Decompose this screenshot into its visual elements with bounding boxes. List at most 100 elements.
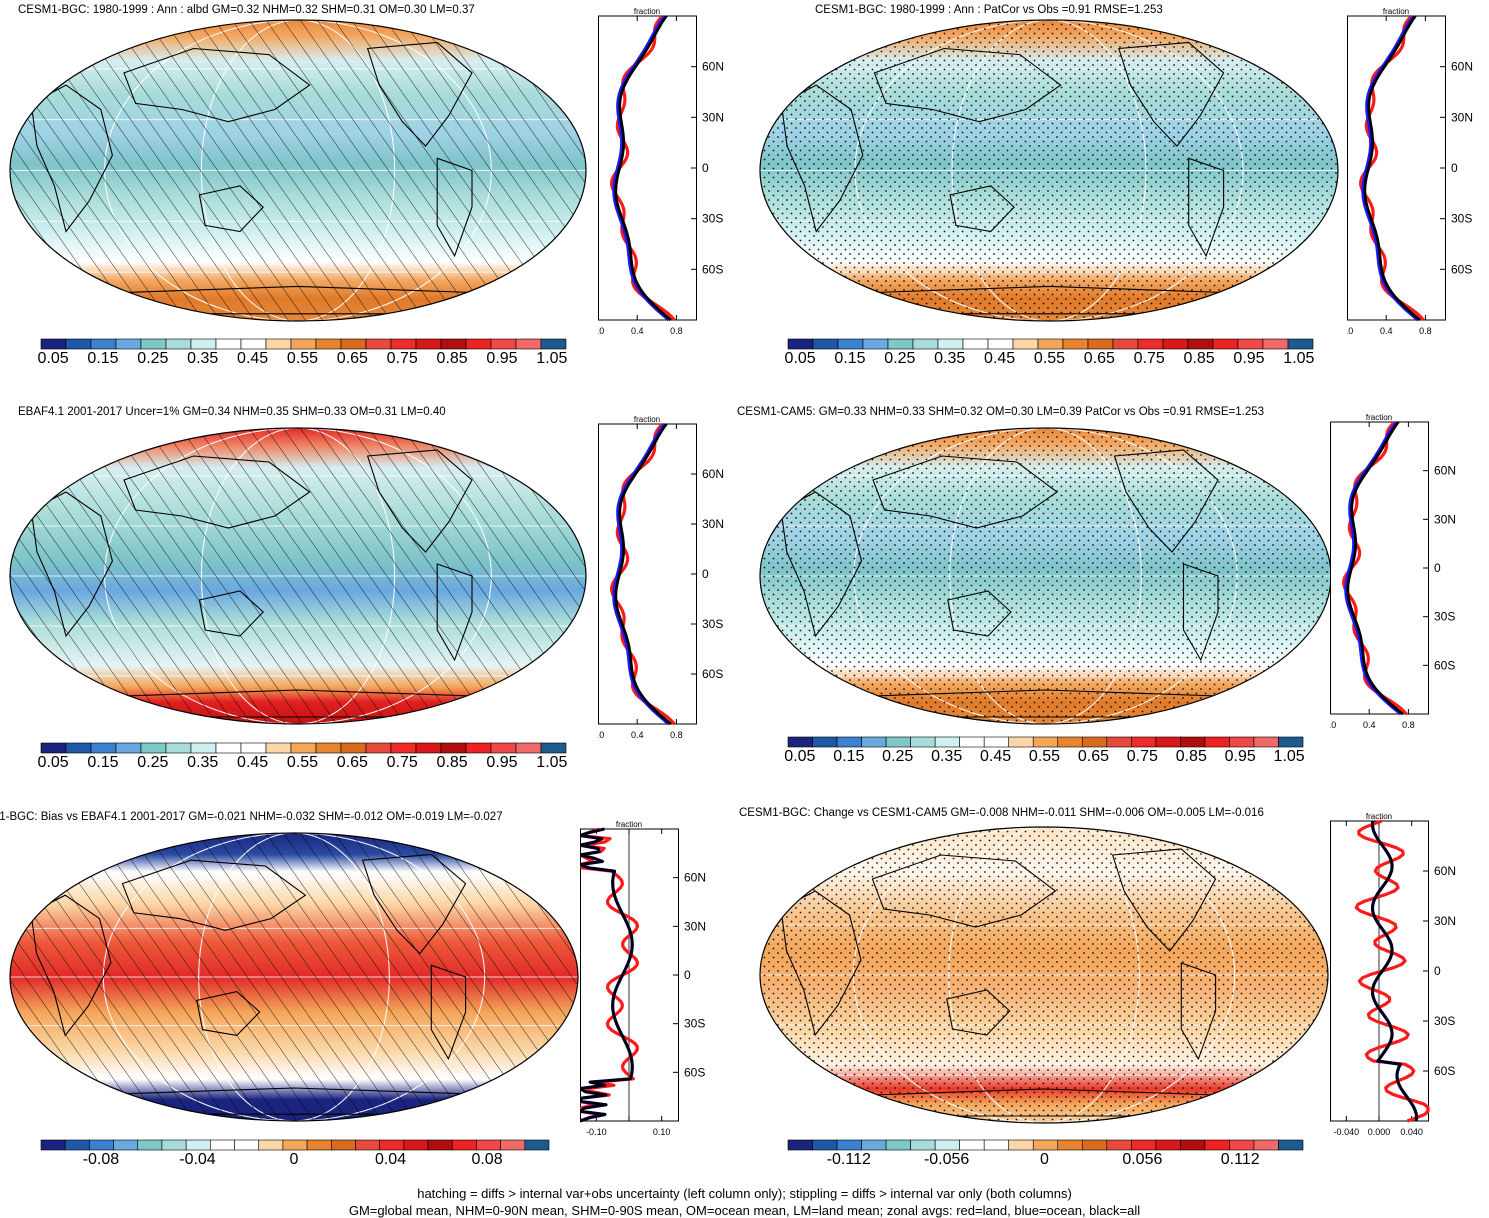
zonal-lat-label: 0 — [684, 968, 691, 982]
colorbar-label: 0.05 — [784, 350, 816, 367]
zonal-lat-label: 0 — [1434, 964, 1441, 978]
colorbar-swatch — [1155, 1139, 1181, 1151]
colorbar-label: 0.55 — [1028, 748, 1061, 765]
colorbar-swatch — [934, 736, 960, 748]
colorbar-swatch — [1057, 1139, 1083, 1151]
colorbar-swatch — [887, 338, 914, 350]
colorbar-swatch — [1162, 338, 1189, 350]
map-border — [9, 427, 587, 725]
zonal-lat-label: 60N — [702, 467, 724, 481]
colorbar-swatch — [861, 736, 887, 748]
colorbar-label: 0.85 — [436, 754, 468, 771]
colorbar-label: 0.65 — [336, 754, 368, 771]
colorbar-swatch — [1081, 1139, 1108, 1151]
zonal-lat-label: 60S — [702, 667, 723, 681]
colorbar-label: 0.05 — [37, 754, 69, 771]
colorbar-label: 0.75 — [386, 350, 418, 367]
colorbar-swatch — [210, 1139, 235, 1151]
zonal-lat-label: 30S — [1434, 1014, 1455, 1028]
colorbar-swatch — [1137, 338, 1164, 350]
colorbar-swatch — [306, 1139, 332, 1151]
colorbar-swatch — [1106, 736, 1132, 748]
colorbar-swatch — [427, 1139, 453, 1151]
zonal-lat-label: 60N — [684, 871, 706, 885]
zonal-x-label: 0.000 — [1368, 1127, 1391, 1137]
colorbar-swatch — [1155, 736, 1181, 748]
colorbar-swatch — [185, 1139, 211, 1151]
colorbar-swatch — [912, 338, 939, 350]
colorbar-swatch — [415, 338, 442, 350]
colorbar-swatch — [115, 338, 142, 350]
colorbar-swatch — [1180, 736, 1206, 748]
panel-change: CESM1-BGC: Change vs CESM1-CAM5 GM=-0.00… — [739, 805, 1489, 1185]
colorbar-swatch — [1112, 338, 1139, 350]
colorbar-swatch — [476, 1139, 501, 1151]
colorbar-label: 0.65 — [336, 350, 368, 367]
zonal-lat-label: 60N — [702, 60, 724, 74]
colorbar-label: 0.75 — [1133, 350, 1165, 367]
colorbar-swatch — [290, 742, 317, 754]
colorbar-swatch — [365, 338, 392, 350]
colorbar-swatch — [885, 1139, 911, 1151]
colorbar-label: 0.85 — [1175, 748, 1207, 765]
colorbar-swatch — [165, 742, 192, 754]
zonal-line-all — [614, 423, 672, 726]
colorbar-swatch — [1253, 1139, 1279, 1151]
zonal-x-label: 0.4 — [1363, 720, 1376, 730]
colorbar-swatch — [490, 742, 517, 754]
zonal-lat-label: 30N — [702, 517, 724, 531]
colorbar-swatch — [1204, 1139, 1230, 1151]
zonal-x-label: 0.8 — [670, 730, 683, 740]
colorbar-swatch — [265, 338, 292, 350]
colorbar-swatch — [836, 736, 862, 748]
colorbar-swatch — [983, 736, 1010, 748]
colorbar-label: 0.25 — [884, 350, 916, 367]
zonal-axis-title: fraction — [1366, 812, 1392, 821]
colorbar-swatch — [910, 1139, 936, 1151]
zonal-frame — [598, 423, 697, 725]
colorbar-swatch — [440, 338, 467, 350]
zonal-line-all — [1371, 820, 1418, 1122]
zonal-lat-label: 60S — [702, 262, 723, 276]
panel-title: CESM1-BGC: 1980-1999 : Ann : PatCor vs O… — [815, 4, 1163, 16]
zonal-x-label: -0.10 — [586, 1127, 607, 1137]
map-border — [759, 826, 1329, 1124]
zonal-line-ocean — [612, 15, 670, 322]
zonal-lat-label: 30S — [1451, 212, 1472, 226]
colorbar-swatch — [115, 742, 142, 754]
colorbar-swatch — [1229, 736, 1255, 748]
colorbar-swatch — [862, 338, 889, 350]
colorbar-label: 0.25 — [137, 754, 169, 771]
colorbar-swatch — [282, 1139, 308, 1151]
zonal-frame — [580, 828, 679, 1122]
colorbar-swatch — [787, 736, 813, 748]
colorbar-swatch — [40, 1139, 66, 1151]
zonal-x-label: 0.10 — [653, 1127, 671, 1137]
colorbar-swatch — [90, 338, 117, 350]
colorbar-label: 0.08 — [471, 1151, 503, 1168]
colorbar-swatch — [1187, 338, 1214, 350]
colorbar-label: 0.35 — [187, 754, 219, 771]
colorbar-swatch — [934, 1139, 960, 1151]
colorbar-swatch — [190, 742, 217, 754]
zonal-frame — [1347, 15, 1446, 321]
zonal-lat-label: 0 — [1451, 161, 1458, 175]
zonal-x-label: 0.8 — [1419, 326, 1432, 336]
colorbar — [787, 1139, 1304, 1151]
stipple-overlay — [760, 827, 1328, 1123]
colorbar-swatch — [837, 338, 864, 350]
colorbar-swatch — [258, 1139, 284, 1151]
colorbar-label: 0.95 — [1233, 350, 1265, 367]
panel-model-climatology: CESM1-BGC: 1980-1999 : Ann : albd GM=0.3… — [0, 0, 745, 400]
zonal-lat-label: 60S — [1434, 658, 1455, 672]
panel-title: CESM1-CAM5: GM=0.33 NHM=0.33 SHM=0.32 OM… — [737, 406, 1265, 418]
zonal-x-label: 0.0 — [598, 326, 604, 336]
colorbar-swatch — [315, 338, 342, 350]
colorbar-label: 0.85 — [436, 350, 468, 367]
colorbar-swatch — [1032, 1139, 1059, 1151]
colorbar-swatch — [140, 742, 167, 754]
map-border — [9, 19, 587, 322]
colorbar-label: 0.55 — [286, 350, 319, 367]
colorbar-swatch — [340, 338, 367, 350]
zonal-average-plot: fraction 60N 30N 0 30S 60S 0.0 0.4 0.8 — [1347, 7, 1473, 336]
